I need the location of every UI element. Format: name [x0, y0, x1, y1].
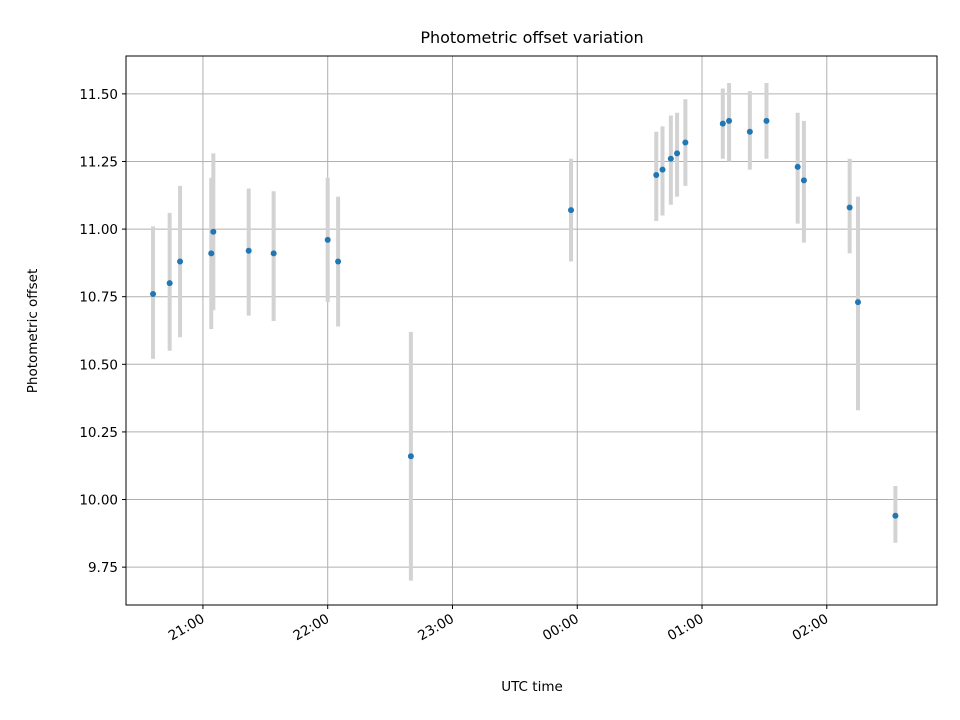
grid [126, 56, 937, 605]
data-point [800, 177, 807, 184]
data-point [719, 120, 726, 127]
plot-frame [125, 55, 938, 606]
data-point [674, 150, 681, 157]
data-point [245, 247, 252, 254]
data-point [659, 166, 666, 173]
y-axis-label: Photometric offset [25, 269, 41, 393]
y-tick-label: 11.25 [79, 154, 118, 170]
data-point [667, 155, 674, 162]
y-tick-label: 10.75 [79, 290, 118, 306]
data-point [794, 163, 801, 170]
y-tick-label: 9.75 [88, 560, 118, 576]
data-point [270, 250, 277, 257]
data-point [568, 207, 575, 214]
data-point [746, 128, 753, 135]
y-tick-label: 10.25 [79, 425, 118, 441]
chart-title: Photometric offset variation [420, 28, 643, 47]
data-point [210, 228, 217, 235]
data-point [324, 236, 331, 243]
y-tick-label: 10.50 [79, 357, 118, 373]
data-point [208, 250, 215, 257]
data-point [150, 290, 157, 297]
data-point [166, 280, 173, 287]
x-axis-label: UTC time [501, 679, 563, 695]
data-points [150, 117, 899, 519]
data-point [177, 258, 184, 265]
data-point [407, 453, 414, 460]
data-point [682, 139, 689, 146]
y-tick-label: 11.00 [79, 222, 118, 238]
y-axis-ticks: 9.75 10.00 10.25 10.50 10.75 11.00 11.25 11.50 [79, 87, 126, 576]
data-point [335, 258, 342, 265]
data-point [846, 204, 853, 211]
data-point [892, 512, 899, 519]
data-point [726, 117, 733, 124]
y-tick-label: 10.00 [79, 493, 118, 509]
y-tick-label: 11.50 [79, 87, 118, 103]
data-point [763, 117, 770, 124]
data-point [653, 171, 660, 178]
data-point [854, 299, 861, 306]
